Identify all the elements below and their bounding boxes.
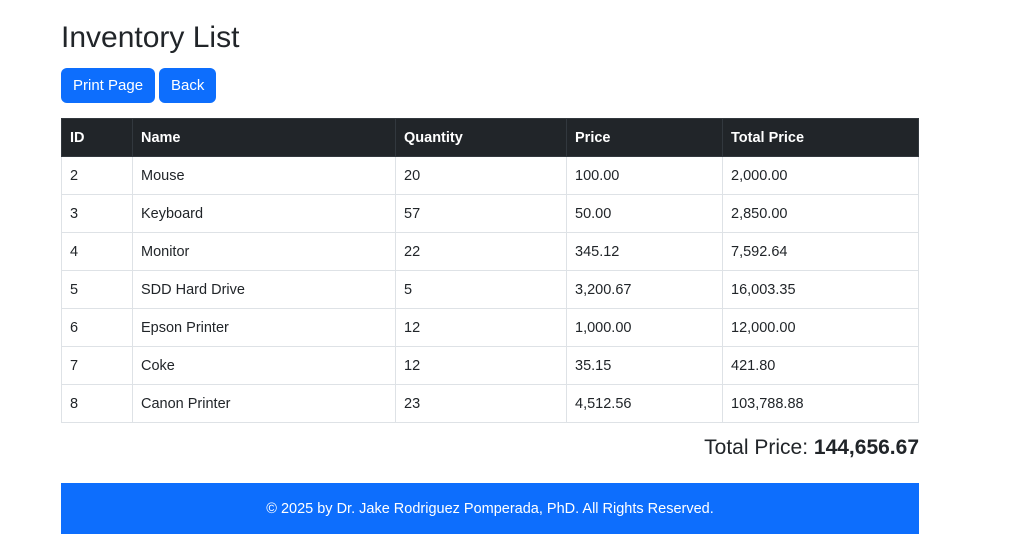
cell-name: Keyboard xyxy=(132,194,396,233)
cell-price: 1,000.00 xyxy=(566,308,723,347)
cell-price: 35.15 xyxy=(566,346,723,385)
cell-price: 50.00 xyxy=(566,194,723,233)
cell-quantity: 5 xyxy=(395,270,567,309)
cell-price: 345.12 xyxy=(566,232,723,271)
cell-quantity: 23 xyxy=(395,384,567,423)
cell-id: 6 xyxy=(61,308,133,347)
cell-quantity: 57 xyxy=(395,194,567,233)
table-row: 7 Coke 12 35.15 421.80 xyxy=(61,346,919,385)
table-row: 2 Mouse 20 100.00 2,000.00 xyxy=(61,156,919,195)
cell-name: SDD Hard Drive xyxy=(132,270,396,309)
grand-total: Total Price: 144,656.67 xyxy=(704,434,919,462)
header-price: Price xyxy=(566,118,723,157)
cell-total-price: 2,000.00 xyxy=(722,156,919,195)
table-row: 6 Epson Printer 12 1,000.00 12,000.00 xyxy=(61,308,919,347)
cell-name: Monitor xyxy=(132,232,396,271)
footer-text: © 2025 by Dr. Jake Rodriguez Pomperada, … xyxy=(266,500,714,517)
cell-name: Mouse xyxy=(132,156,396,195)
header-quantity: Quantity xyxy=(395,118,567,157)
grand-total-value: 144,656.67 xyxy=(813,436,919,459)
cell-name: Coke xyxy=(132,346,396,385)
cell-quantity: 12 xyxy=(395,346,567,385)
cell-total-price: 421.80 xyxy=(722,346,919,385)
cell-total-price: 7,592.64 xyxy=(722,232,919,271)
table-row: 8 Canon Printer 23 4,512.56 103,788.88 xyxy=(61,384,919,423)
cell-price: 4,512.56 xyxy=(566,384,723,423)
page-title: Inventory List xyxy=(61,21,240,54)
page-footer: © 2025 by Dr. Jake Rodriguez Pomperada, … xyxy=(61,483,919,534)
cell-id: 8 xyxy=(61,384,133,423)
table-body: 2 Mouse 20 100.00 2,000.00 3 Keyboard 57… xyxy=(61,156,919,423)
cell-name: Canon Printer xyxy=(132,384,396,423)
cell-id: 3 xyxy=(61,194,133,233)
cell-id: 2 xyxy=(61,156,133,195)
cell-id: 4 xyxy=(61,232,133,271)
back-button[interactable]: Back xyxy=(159,68,217,103)
cell-quantity: 20 xyxy=(395,156,567,195)
action-buttons: Print Page Back xyxy=(61,68,217,103)
table-row: 3 Keyboard 57 50.00 2,850.00 xyxy=(61,194,919,233)
cell-price: 3,200.67 xyxy=(566,270,723,309)
grand-total-label: Total Price: xyxy=(704,436,809,459)
cell-id: 5 xyxy=(61,270,133,309)
cell-total-price: 103,788.88 xyxy=(722,384,919,423)
cell-name: Epson Printer xyxy=(132,308,396,347)
header-total-price: Total Price xyxy=(722,118,919,157)
cell-quantity: 22 xyxy=(395,232,567,271)
table-header: ID Name Quantity Price Total Price xyxy=(61,118,919,157)
header-name: Name xyxy=(132,118,396,157)
cell-total-price: 16,003.35 xyxy=(722,270,919,309)
cell-quantity: 12 xyxy=(395,308,567,347)
print-page-button[interactable]: Print Page xyxy=(61,68,156,103)
table-header-row: ID Name Quantity Price Total Price xyxy=(61,118,919,157)
cell-total-price: 12,000.00 xyxy=(722,308,919,347)
cell-total-price: 2,850.00 xyxy=(722,194,919,233)
inventory-table: ID Name Quantity Price Total Price 2 Mou… xyxy=(61,118,919,423)
cell-id: 7 xyxy=(61,346,133,385)
table-row: 4 Monitor 22 345.12 7,592.64 xyxy=(61,232,919,271)
header-id: ID xyxy=(61,118,133,157)
table-row: 5 SDD Hard Drive 5 3,200.67 16,003.35 xyxy=(61,270,919,309)
cell-price: 100.00 xyxy=(566,156,723,195)
